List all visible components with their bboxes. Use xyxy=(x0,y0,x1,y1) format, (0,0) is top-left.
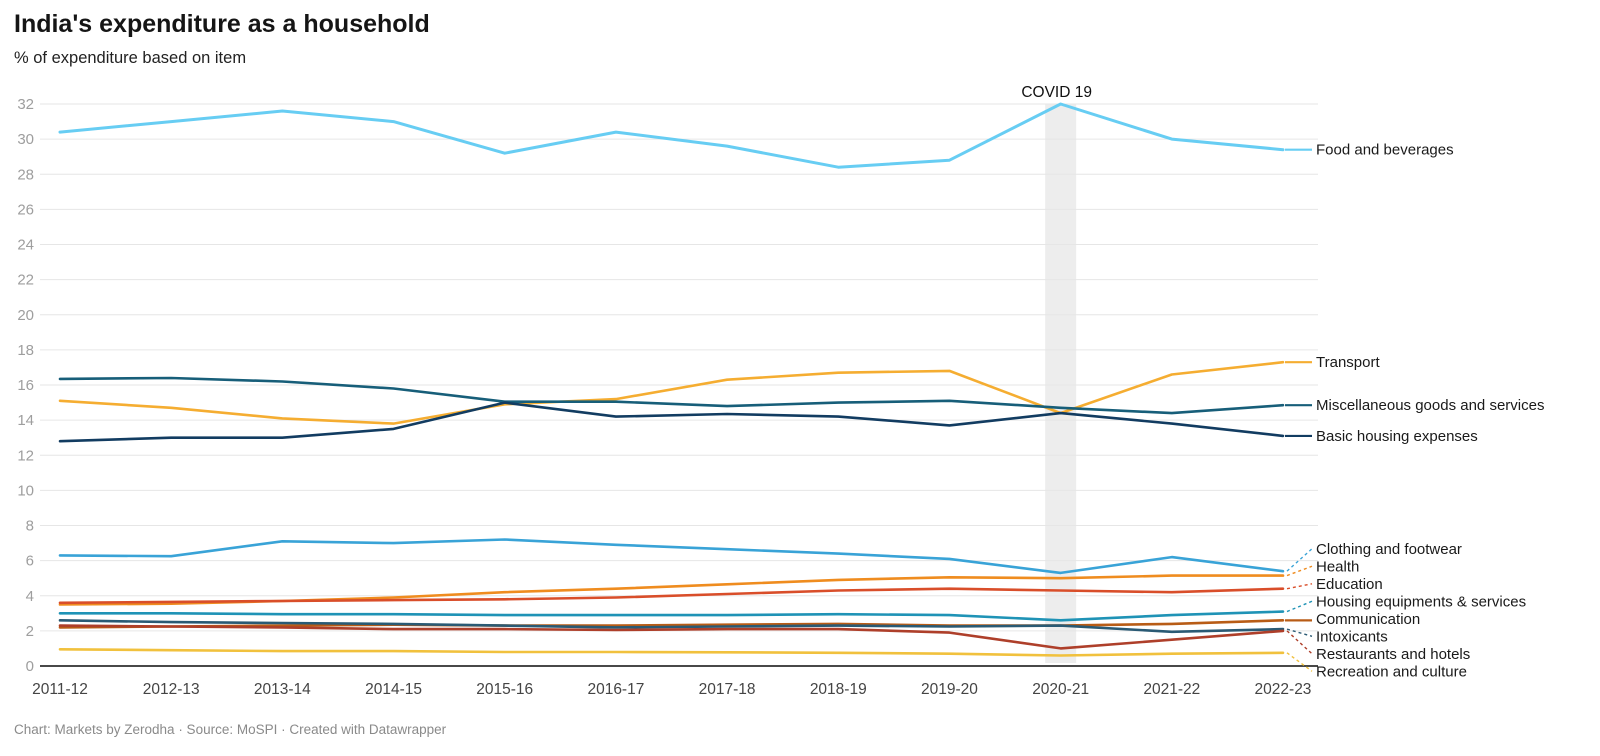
y-tick-label: 20 xyxy=(17,307,34,324)
series-leader-restaurants xyxy=(1286,630,1313,655)
series-line-transport xyxy=(58,360,1285,425)
x-tick-label: 2020-21 xyxy=(1032,681,1089,698)
x-tick-label: 2016-17 xyxy=(587,681,644,698)
series-label-recreation: Recreation and culture xyxy=(1316,663,1467,680)
series-line-intoxicants xyxy=(58,618,1285,634)
series-label-transport: Transport xyxy=(1316,354,1380,371)
series-label-intoxicants: Intoxicants xyxy=(1316,628,1388,645)
series-leader-recreation xyxy=(1286,652,1313,672)
series-line-recreation xyxy=(58,647,1285,657)
series-line-food xyxy=(58,102,1285,169)
series-label-communication: Communication xyxy=(1316,611,1420,628)
series-line-housing xyxy=(58,401,1285,443)
series-line-communication xyxy=(58,618,1285,629)
y-tick-label: 12 xyxy=(17,447,34,464)
y-tick-label: 26 xyxy=(17,201,34,218)
y-tick-label: 28 xyxy=(17,166,34,183)
y-tick-label: 30 xyxy=(17,131,34,148)
series-label-misc: Miscellaneous goods and services xyxy=(1316,397,1544,414)
series-leader-clothing xyxy=(1286,548,1313,572)
x-tick-label: 2019-20 xyxy=(921,681,978,698)
series-line-clothing xyxy=(58,538,1285,575)
y-tick-label: 8 xyxy=(26,518,34,535)
y-tick-label: 2 xyxy=(26,623,34,640)
y-tick-label: 24 xyxy=(17,237,34,254)
x-tick-label: 2018-19 xyxy=(810,681,867,698)
series-label-housing: Basic housing expenses xyxy=(1316,428,1478,445)
y-tick-label: 16 xyxy=(17,377,34,394)
chart-footer: Chart: Markets by Zerodha · Source: MoSP… xyxy=(14,722,447,737)
y-tick-label: 10 xyxy=(17,482,34,499)
series-line-restaurants xyxy=(58,624,1285,650)
y-tick-label: 0 xyxy=(26,658,34,675)
x-tick-label: 2011-12 xyxy=(32,681,88,698)
y-tick-label: 18 xyxy=(17,342,34,359)
x-tick-label: 2021-22 xyxy=(1143,681,1200,698)
chart-header: India's expenditure as a household % of … xyxy=(14,10,430,68)
page-title: India's expenditure as a household xyxy=(14,10,430,38)
y-tick-label: 14 xyxy=(17,412,34,429)
series-label-education: Education xyxy=(1316,576,1383,593)
series-line-misc xyxy=(58,376,1285,415)
chart-subtitle: % of expenditure based on item xyxy=(14,49,247,67)
x-tick-label: 2017-18 xyxy=(699,681,756,698)
series-label-clothing: Clothing and footwear xyxy=(1316,541,1462,558)
x-tick-labels: 2011-12 2012-13 2013-14 2014-15 2015-16 2016-… xyxy=(32,681,1311,698)
series-line-housing_eq xyxy=(58,610,1285,622)
series-leader-health xyxy=(1286,565,1313,577)
series-line-education xyxy=(58,587,1285,605)
series-label-housing_eq: Housing equipments & services xyxy=(1316,593,1526,610)
y-tick-label: 22 xyxy=(17,272,34,289)
series-leader-housing_eq xyxy=(1286,600,1313,613)
series-leader-education xyxy=(1286,583,1313,590)
x-tick-label: 2022-23 xyxy=(1255,681,1312,698)
covid-band xyxy=(1045,104,1077,663)
series-label-restaurants: Restaurants and hotels xyxy=(1316,646,1470,663)
series-label-food: Food and beverages xyxy=(1316,142,1454,159)
series-leader-intoxicants xyxy=(1286,628,1313,637)
x-tick-label: 2012-13 xyxy=(143,681,200,698)
x-tick-label: 2014-15 xyxy=(365,681,422,698)
covid-annotation: COVID 19 xyxy=(1021,84,1092,101)
x-tick-label: 2015-16 xyxy=(476,681,533,698)
y-tick-label: 4 xyxy=(26,588,34,605)
y-tick-label: 6 xyxy=(26,553,34,570)
series-label-health: Health xyxy=(1316,558,1359,575)
x-tick-label: 2013-14 xyxy=(254,681,311,698)
y-tick-label: 32 xyxy=(17,96,34,113)
